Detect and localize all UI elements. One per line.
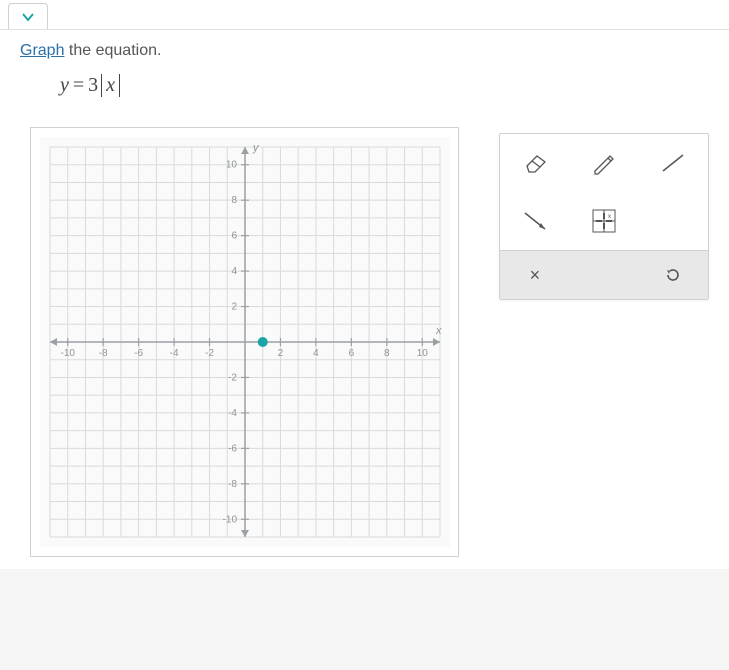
svg-text:-2: -2	[205, 348, 214, 359]
svg-text:6: 6	[348, 348, 354, 359]
line-segment-icon	[659, 151, 687, 175]
tool-row-1	[500, 134, 708, 192]
reset-button[interactable]	[639, 251, 708, 299]
tool-row-2: x	[500, 192, 708, 250]
content-area: Graph the equation. y = 3 x -10 -8 -6 -4 -2 2…	[0, 30, 729, 569]
svg-text:-8: -8	[228, 479, 237, 490]
svg-text:4: 4	[231, 266, 237, 277]
equation-coef: 3	[88, 74, 98, 97]
svg-text:6: 6	[231, 231, 237, 242]
svg-text:2: 2	[231, 302, 237, 313]
point-plot-tool[interactable]: x	[570, 192, 639, 250]
svg-text:8: 8	[384, 348, 390, 359]
eraser-tool[interactable]	[500, 134, 569, 192]
equation-lhs: y	[60, 74, 69, 97]
pencil-icon	[590, 151, 618, 175]
chevron-down-icon	[21, 10, 35, 24]
actions-row: ×	[500, 250, 708, 299]
svg-text:2: 2	[277, 348, 283, 359]
svg-text:4: 4	[313, 348, 319, 359]
svg-text:8: 8	[231, 195, 237, 206]
svg-text:-4: -4	[228, 408, 237, 419]
svg-text:-10: -10	[222, 514, 237, 525]
toolbox: x ×	[499, 133, 709, 300]
equation: y = 3 x	[60, 74, 709, 97]
eraser-icon	[521, 152, 549, 174]
reset-icon	[664, 266, 682, 284]
ray-tool[interactable]	[500, 192, 569, 250]
clear-button[interactable]: ×	[500, 251, 569, 299]
expand-tab[interactable]	[8, 3, 48, 29]
top-bar	[0, 0, 729, 30]
line-segment-tool[interactable]	[639, 134, 708, 192]
close-icon: ×	[530, 265, 541, 286]
instruction-text: Graph the equation.	[20, 42, 709, 60]
svg-text:-2: -2	[228, 372, 237, 383]
actions-spacer	[570, 251, 639, 299]
equation-abs: x	[101, 74, 120, 97]
equation-eq: =	[73, 74, 84, 97]
graph-link[interactable]: Graph	[20, 42, 64, 59]
svg-text:-4: -4	[169, 348, 178, 359]
svg-text:-10: -10	[60, 348, 75, 359]
coordinate-plane[interactable]: -10-8-6-4-2246810-10-8-6-4-2246810xy	[40, 137, 450, 547]
svg-text:10: 10	[416, 348, 428, 359]
svg-text:-6: -6	[228, 443, 237, 454]
svg-text:x: x	[435, 325, 442, 337]
pencil-tool[interactable]	[570, 134, 639, 192]
instruction-rest: the equation.	[64, 42, 161, 59]
main-area: -10-8-6-4-2246810-10-8-6-4-2246810xy	[20, 127, 709, 557]
ray-icon	[521, 209, 549, 233]
svg-text:10: 10	[226, 160, 238, 171]
tool-empty	[639, 192, 708, 250]
svg-text:-8: -8	[98, 348, 107, 359]
svg-text:x: x	[608, 214, 611, 220]
point-plot-icon: x	[591, 208, 617, 234]
graph-container[interactable]: -10-8-6-4-2246810-10-8-6-4-2246810xy	[30, 127, 459, 557]
svg-text:-6: -6	[134, 348, 143, 359]
